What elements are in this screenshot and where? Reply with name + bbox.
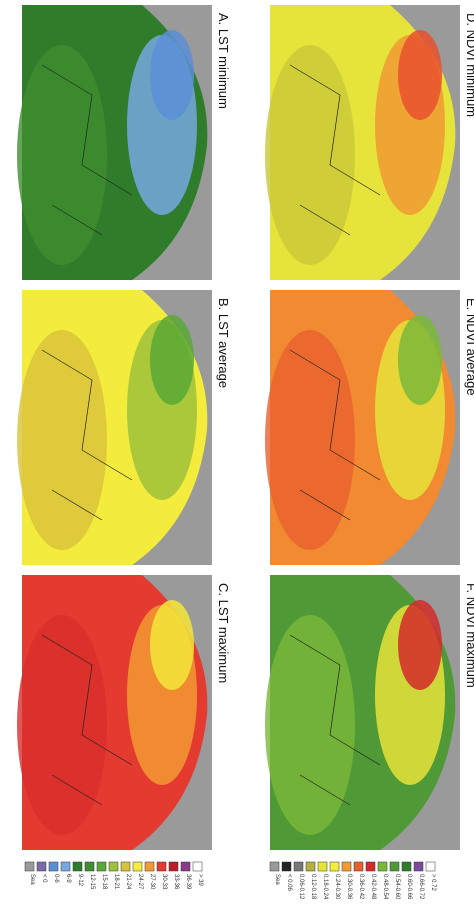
legend-swatch [24,861,35,872]
legend-swatch [72,861,83,872]
zone [265,330,355,550]
legend-label: 0.66-0.72 [418,874,424,900]
zone [17,615,107,835]
legend-label: > 0.72 [430,874,436,892]
legend-label: 0.12-0.18 [310,874,316,900]
borders [289,634,381,806]
legend-label: 9-12 [77,874,83,887]
legend-label: 24-27 [137,874,143,890]
zone [17,330,107,550]
legend-swatch [389,861,400,872]
panel-label: D. NDVI minimum [464,13,474,117]
legend-label: > 39 [197,874,203,887]
legend-swatch [96,861,107,872]
legend-swatch [269,861,280,872]
borders [289,349,381,521]
legend-swatch [425,861,436,872]
legend-label: 0-6 [53,874,59,883]
legend-label: 0.18-0.24 [322,874,328,900]
legend-label: 0.48-0.54 [382,874,388,900]
panel-label: B. LST average [216,298,231,388]
legend-swatch [293,861,304,872]
zone [17,45,107,265]
legend-label: 15-18 [101,874,107,890]
panel-label: A. LST minimum [216,13,231,109]
panel-label: C. LST maximum [216,583,231,683]
legend-swatch [132,861,143,872]
legend-label: Sea [29,874,35,885]
legend-swatch [48,861,59,872]
legend-swatch [377,861,388,872]
map-panel: A. LST minimum [17,5,231,280]
legend-label: 0.60-0.66 [406,874,412,900]
legend-swatch [60,861,71,872]
legend-swatch [192,861,203,872]
panel-label: E. NDVI average [464,298,474,396]
legend-swatch [353,861,364,872]
legend-label: 0.30-0.36 [346,874,352,900]
legend-label: Sea [274,874,280,885]
legend-swatch [156,861,167,872]
map-panel: C. LST maximum [17,575,231,850]
zone [398,30,442,120]
legend-swatch [401,861,412,872]
legend-label: 18-21 [113,874,119,890]
legend-swatch [120,861,131,872]
legend-swatch [341,861,352,872]
legend-swatch [84,861,95,872]
legend-label: 0.36-0.42 [358,874,364,900]
legend-swatch [317,861,328,872]
legend-label: 33-36 [173,874,179,890]
legend-swatch [305,861,316,872]
legend-swatch [108,861,119,872]
legend-label: 21-24 [125,874,131,890]
legend-label: 12-15 [89,874,95,890]
borders [289,64,381,236]
zone [398,600,442,690]
legend-swatch [180,861,191,872]
legend-label: 0.24-0.30 [334,874,340,900]
zone [150,315,194,405]
legend-swatch [168,861,179,872]
legend-label: 30-33 [161,874,167,890]
legend-label: 6-9 [65,874,71,883]
legend-label: < 0.06 [286,874,292,892]
borders [41,64,133,236]
borders [41,634,133,806]
legend-label: 36-39 [185,874,191,890]
zone [398,315,442,405]
zone [150,30,194,120]
legend-swatch [413,861,424,872]
zone [150,600,194,690]
legend-label: 0.06-0.12 [298,874,304,900]
legend-label: 0.42-0.48 [370,874,376,900]
zone [265,615,355,835]
legend-swatch [281,861,292,872]
map-panel: D. NDVI minimum [265,5,474,280]
zone [265,45,355,265]
legend-label: 0.54-0.60 [394,874,400,900]
legend-swatch [329,861,340,872]
legend-swatch [144,861,155,872]
map-panel: B. LST average [17,290,231,565]
legend-swatch [36,861,47,872]
legend-label: < 0 [41,874,47,883]
legend-swatch [365,861,376,872]
borders [41,349,133,521]
map-panel: F. NDVI maximum [265,575,474,850]
map-panel: E. NDVI average [265,290,474,565]
legend-label: 27-30 [149,874,155,890]
panel-label: F. NDVI maximum [464,583,474,688]
